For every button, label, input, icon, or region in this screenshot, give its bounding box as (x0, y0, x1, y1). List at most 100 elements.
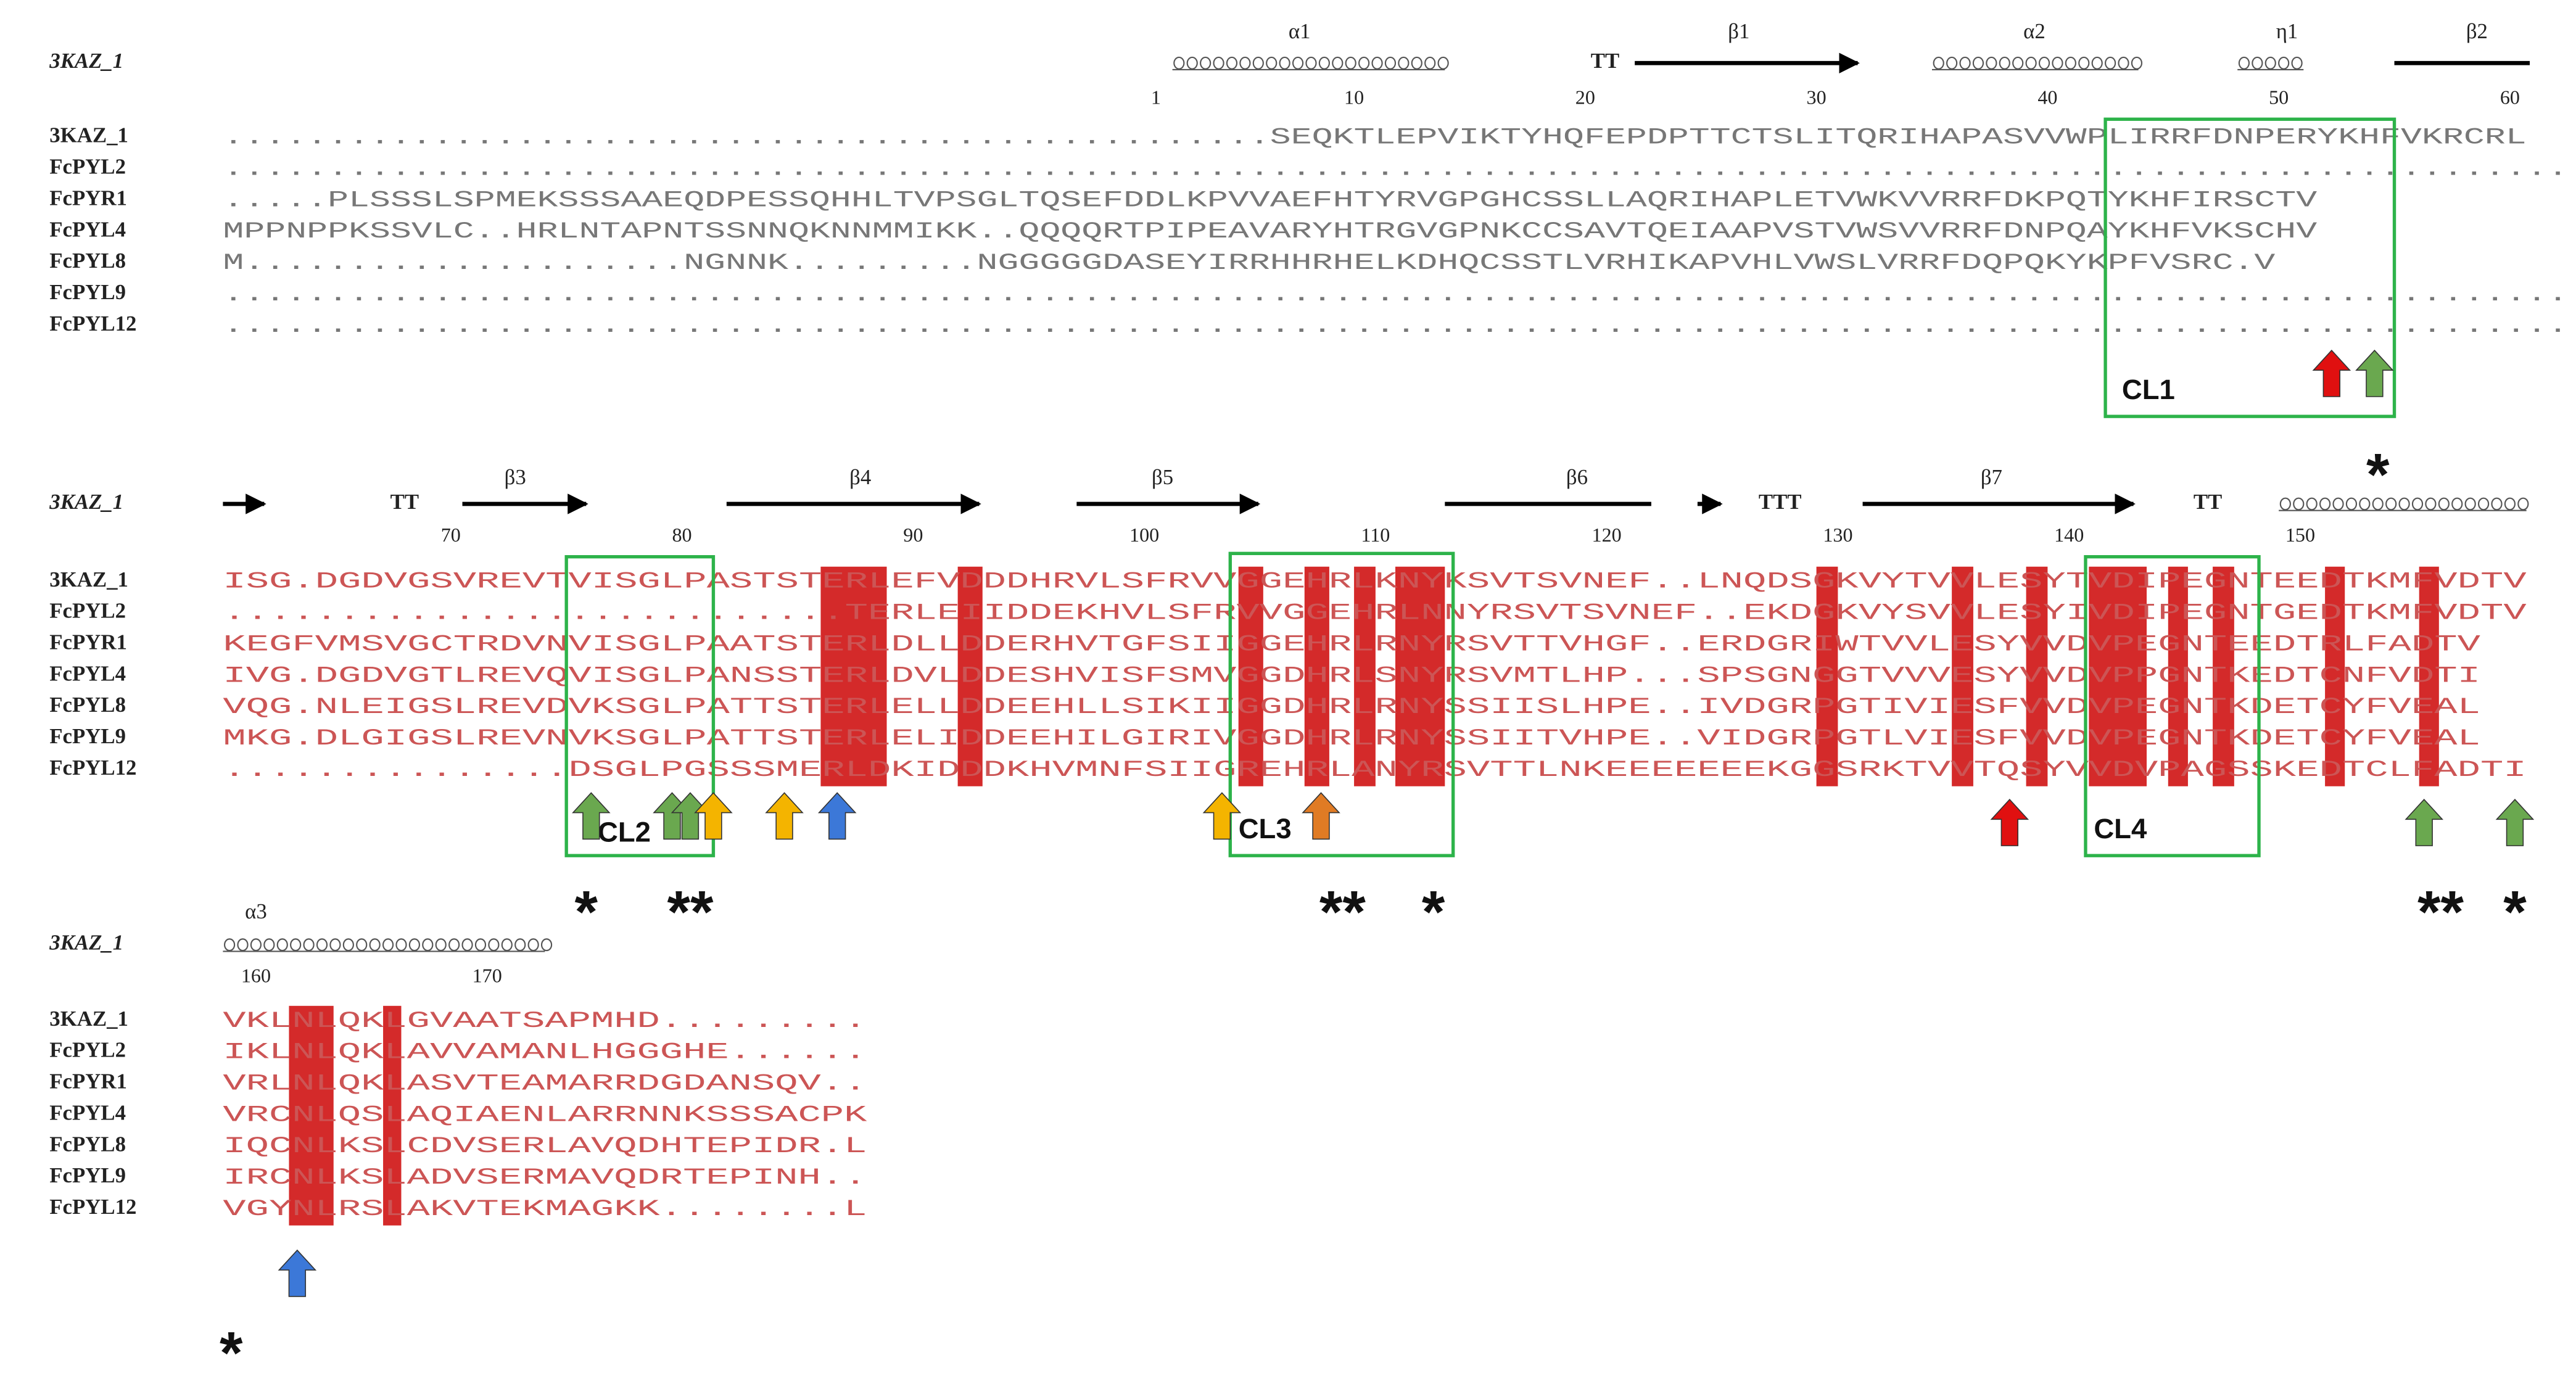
sequence: ........................................… (223, 125, 2526, 151)
position-number: 120 (1592, 524, 1622, 546)
conservation-highlights (289, 566, 2439, 1226)
residue-arrow (1302, 792, 1340, 840)
position-number: 110 (1361, 524, 1390, 546)
sequence: VRCNLQSLAQIAENLARRNNKSSSACPK (223, 1102, 867, 1128)
sequence-name: FcPYR1 (49, 630, 127, 654)
loop-box (1228, 551, 1455, 857)
residue-arrow (765, 792, 804, 840)
structure-label: β3 (505, 465, 526, 489)
conserved-column (957, 566, 983, 786)
position-number: 50 (2269, 86, 2289, 109)
residue-arrow (2405, 798, 2443, 846)
position-number: 40 (2037, 86, 2057, 109)
position-number: 90 (903, 524, 923, 546)
conserved-column (1952, 566, 1973, 786)
sequence-name: FcPYL8 (49, 693, 126, 717)
structure-label: β2 (2466, 19, 2488, 43)
sequence: IKLNLQKLAVVAMANLHGGGHE...... (223, 1040, 867, 1066)
position-number: 30 (1807, 86, 1827, 109)
residue-arrow (572, 792, 611, 840)
position-number: 80 (672, 524, 692, 546)
conserved-column (2213, 566, 2234, 786)
sequence-name: FcPYL2 (49, 155, 126, 179)
sequence: M.....................NGNNK.........NGGG… (223, 250, 2276, 276)
residue-arrow (817, 792, 857, 840)
sequence-name: FcPYL2 (49, 599, 126, 623)
conserved-column (820, 566, 887, 786)
sequence-name: 3KAZ_1 (49, 1007, 128, 1031)
structure-label: η1 (2276, 19, 2298, 43)
loop-box (2103, 117, 2396, 418)
sequence: VGYNLRSLAKVTEKMAGKK........L (223, 1197, 867, 1222)
helix (1173, 56, 1449, 70)
sequence-name: FcPYR1 (49, 1070, 127, 1094)
loop-label: CL4 (2094, 813, 2147, 844)
residue-arrow (278, 1249, 317, 1297)
sequence: MPPNPPKSSVLC..HRLNTAPNTSSNNQKNNMMIKK..QQ… (223, 219, 2318, 245)
block-header: 3KAZ_1 (49, 931, 123, 955)
turn-label: TT (390, 490, 419, 514)
position-number: 60 (2500, 86, 2520, 109)
sequence-name: FcPYL8 (49, 249, 126, 273)
residue-arrow (2355, 349, 2394, 397)
sequence-name: FcPYL4 (49, 1100, 126, 1124)
block-header: 3KAZ_1 (49, 49, 123, 73)
position-number: 150 (2285, 524, 2315, 546)
sequence: ...........................TERLEIIDDEKHV… (223, 601, 2527, 627)
sequence: ........................................… (223, 282, 2576, 308)
structure-label: β4 (849, 465, 871, 489)
asterisk: ** (1319, 880, 1366, 946)
asterisk: * (575, 880, 598, 946)
position-number: 10 (1344, 86, 1364, 109)
position-number: 130 (1823, 524, 1852, 546)
sequence: .....PLSSSLSPMEKSSSAAEQDPESSQHHLTVPSGLTQ… (223, 188, 2318, 213)
conserved-column (2026, 566, 2048, 786)
conserved-column (1354, 566, 1376, 786)
sequence-name: FcPYL12 (49, 311, 136, 336)
sequence: ...............DSGLPGSSSMERLDKIDDDKHVMNF… (223, 757, 2526, 783)
sequence-name: 3KAZ_1 (49, 123, 128, 147)
sequence-name: FcPYL8 (49, 1132, 126, 1156)
turn-label: TT (2194, 490, 2222, 514)
residue-arrow (1990, 798, 2029, 846)
sequence-name: FcPYR1 (49, 186, 127, 210)
asterisk: ** (667, 880, 713, 946)
sequence-name: FcPYL4 (49, 217, 126, 241)
residue-arrow (1202, 792, 1242, 840)
conserved-column (1395, 566, 1445, 786)
conserved-column (2168, 566, 2188, 786)
loop-box (564, 554, 716, 857)
asterisk: * (2503, 880, 2527, 946)
sequence-name: FcPYL12 (49, 756, 136, 780)
sequence-name: FcPYL9 (49, 1163, 126, 1187)
conserved-column (1238, 566, 1263, 786)
structure-label: β6 (1566, 465, 1588, 489)
helix (1933, 56, 2143, 70)
position-number: 20 (1575, 86, 1595, 109)
structure-label: α3 (245, 899, 267, 923)
structure-label: α2 (2023, 19, 2046, 43)
sequence: IVG.DGDVGTLREVQVISGLPANSSTERLDVLDDESHVIS… (223, 663, 2480, 689)
sequence-name: FcPYL2 (49, 1038, 126, 1062)
sequence: ISG.DGDVGSVREVTVISGLPASTSTERLEFVDDDHRVLS… (223, 569, 2527, 595)
sequence: IQCNLKSLCDVSERLAVQDHTEPIDR.L (223, 1134, 867, 1160)
sequence: ........................................… (223, 156, 2576, 182)
asterisk: ** (2417, 880, 2464, 946)
block-header: 3KAZ_1 (49, 490, 123, 514)
sequence: VQG.NLEIGSLREVDVKSGLPATTSTERLELLDDEEHLLS… (223, 695, 2480, 720)
structure-label: β1 (1728, 19, 1749, 43)
asterisk: * (220, 1320, 243, 1381)
position-number: 140 (2054, 524, 2084, 546)
sequence-name: FcPYL4 (49, 661, 126, 685)
helix (2279, 497, 2529, 511)
sequence-name: 3KAZ_1 (49, 567, 128, 592)
conserved-column (2089, 566, 2147, 786)
structure-label: α1 (1289, 19, 1311, 43)
loop-label: CL1 (2122, 374, 2175, 405)
conserved-column (1304, 566, 1329, 786)
residue-arrow (2312, 349, 2351, 397)
position-number: 100 (1129, 524, 1159, 546)
loop-box (2084, 554, 2261, 857)
